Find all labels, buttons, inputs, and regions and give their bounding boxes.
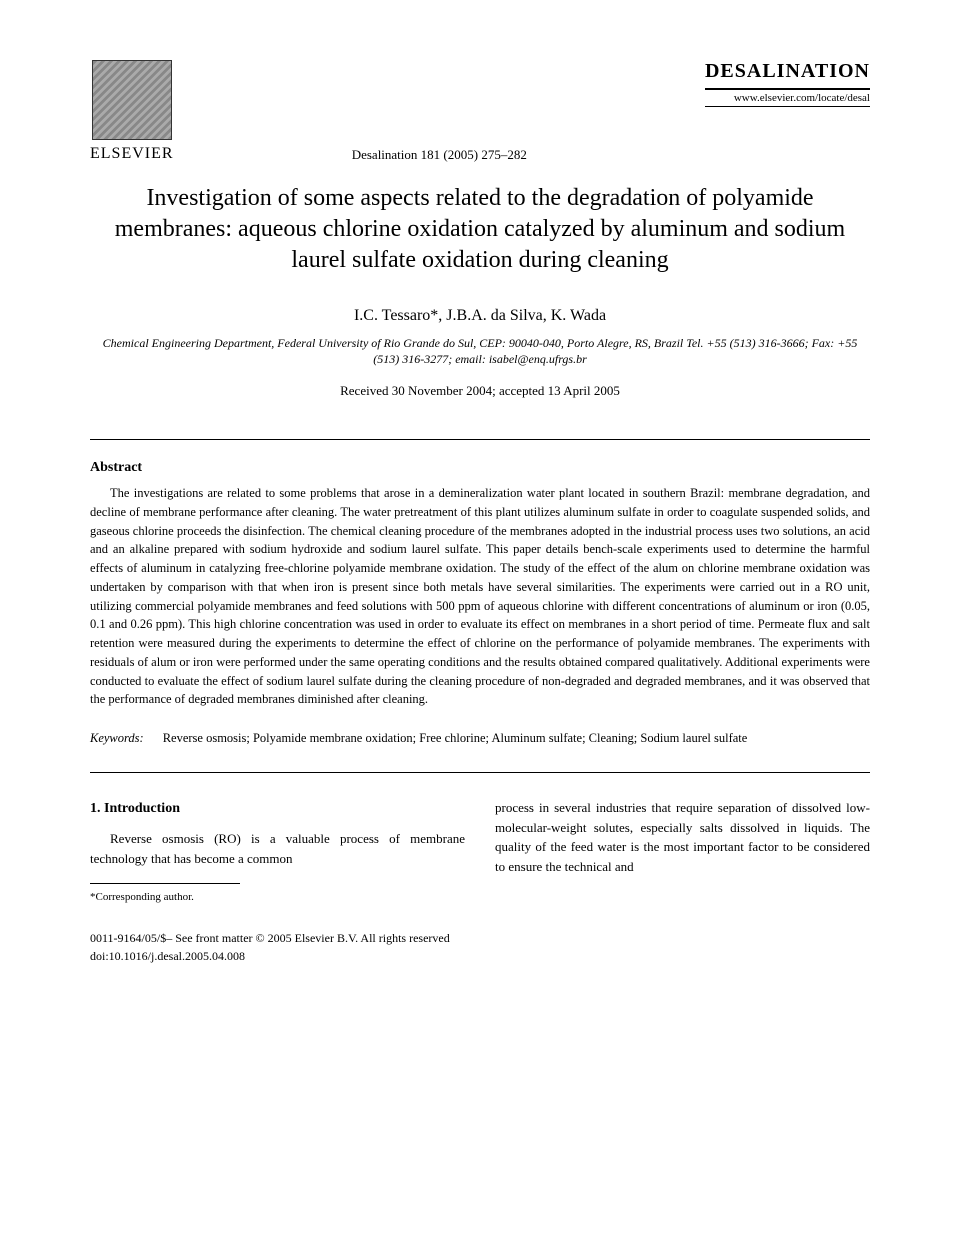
keywords-label: Keywords: xyxy=(90,731,144,745)
citation-text: Desalination 181 (2005) 275–282 xyxy=(352,147,527,163)
affiliation-text: Chemical Engineering Department, Federal… xyxy=(90,335,870,369)
doi-text: doi:10.1016/j.desal.2005.04.008 xyxy=(90,949,870,964)
introduction-heading: 1. Introduction xyxy=(90,798,465,819)
publisher-name: ELSEVIER xyxy=(90,145,174,163)
journal-url: www.elsevier.com/locate/desal xyxy=(705,88,870,107)
journal-name: DESALINATION xyxy=(705,60,870,83)
divider-bottom xyxy=(90,772,870,773)
submission-dates: Received 30 November 2004; accepted 13 A… xyxy=(90,383,870,399)
abstract-section: Abstract The investigations are related … xyxy=(90,460,870,709)
intro-text-right: process in several industries that requi… xyxy=(495,798,870,876)
page-header: ELSEVIER Desalination 181 (2005) 275–282… xyxy=(90,60,870,163)
elsevier-logo xyxy=(92,60,172,140)
corresponding-author-note: *Corresponding author. xyxy=(90,883,240,906)
authors-list: I.C. Tessaro*, J.B.A. da Silva, K. Wada xyxy=(90,307,870,325)
page-footer: 0011-9164/05/$– See front matter © 2005 … xyxy=(90,931,870,964)
abstract-text: The investigations are related to some p… xyxy=(90,484,870,709)
publisher-logo-section: ELSEVIER xyxy=(90,60,174,163)
left-column: 1. Introduction Reverse osmosis (RO) is … xyxy=(90,798,465,906)
content-columns: 1. Introduction Reverse osmosis (RO) is … xyxy=(90,798,870,906)
divider-top xyxy=(90,439,870,440)
journal-section: DESALINATION www.elsevier.com/locate/des… xyxy=(705,60,870,107)
copyright-text: 0011-9164/05/$– See front matter © 2005 … xyxy=(90,931,870,946)
keywords-section: Keywords: Reverse osmosis; Polyamide mem… xyxy=(90,729,870,747)
keywords-text: Reverse osmosis; Polyamide membrane oxid… xyxy=(163,731,748,745)
article-title: Investigation of some aspects related to… xyxy=(90,183,870,277)
right-column: process in several industries that requi… xyxy=(495,798,870,906)
intro-text-left: Reverse osmosis (RO) is a valuable proce… xyxy=(90,829,465,868)
abstract-heading: Abstract xyxy=(90,460,870,476)
